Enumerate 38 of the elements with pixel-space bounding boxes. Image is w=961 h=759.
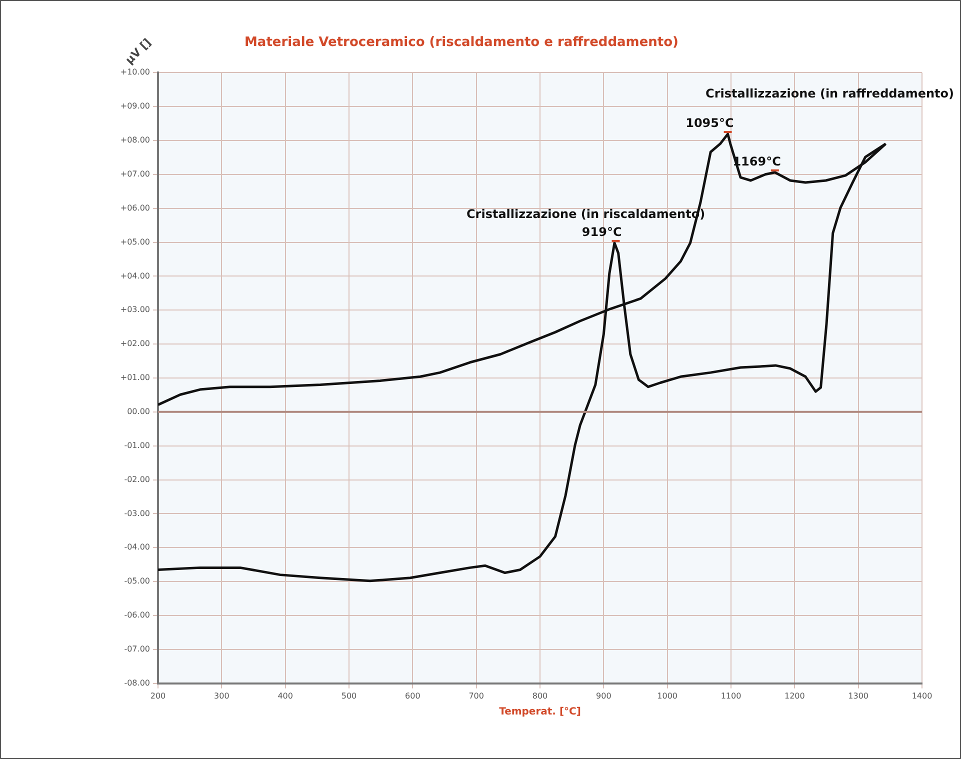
annotation: Cristallizzazione (in raffreddamento) bbox=[706, 86, 954, 101]
y-tick-label: +09.00 bbox=[120, 102, 150, 111]
y-tick-label: +02.00 bbox=[120, 339, 150, 348]
x-tick-label: 200 bbox=[150, 691, 166, 700]
y-tick-label: +05.00 bbox=[120, 237, 150, 246]
x-tick-label: 600 bbox=[405, 691, 420, 700]
x-tick-label: 1000 bbox=[657, 691, 678, 700]
x-tick-label: 500 bbox=[341, 691, 357, 700]
y-tick-label: -01.00 bbox=[124, 440, 150, 450]
x-tick-label: 800 bbox=[532, 691, 548, 700]
y-tick-label: +08.00 bbox=[120, 136, 150, 145]
y-tick-label: -04.00 bbox=[124, 542, 150, 552]
y-tick-label: -02.00 bbox=[124, 474, 150, 484]
x-tick-label: 1100 bbox=[720, 691, 742, 700]
annotation: 919°C bbox=[582, 225, 622, 240]
x-tick-label: 700 bbox=[468, 691, 484, 700]
x-tick-label: 1200 bbox=[784, 691, 805, 700]
y-tick-label: +03.00 bbox=[120, 305, 150, 314]
x-tick-label: 1400 bbox=[912, 691, 932, 700]
x-tick-label: 300 bbox=[214, 691, 230, 700]
y-tick-label: -08.00 bbox=[124, 678, 150, 688]
x-tick-label: 1300 bbox=[848, 691, 869, 700]
x-axis-title: Temperat. [°C] bbox=[499, 706, 581, 718]
y-tick-label: +04.00 bbox=[120, 271, 150, 280]
y-tick-label: -07.00 bbox=[124, 644, 150, 654]
y-tick-label: 00.00 bbox=[127, 407, 150, 416]
y-tick-label: +06.00 bbox=[120, 203, 150, 212]
y-tick-label: -05.00 bbox=[124, 576, 150, 586]
x-tick-label: 900 bbox=[596, 691, 612, 700]
y-tick-label: -06.00 bbox=[124, 610, 150, 620]
annotation: 1095°C bbox=[686, 116, 734, 130]
y-tick-label: +10.00 bbox=[120, 68, 150, 77]
y-tick-label: -03.00 bbox=[124, 508, 150, 518]
chart-title: Materiale Vetroceramico (riscaldamento e raffreddamento) bbox=[244, 35, 678, 50]
y-tick-label: +07.00 bbox=[120, 169, 150, 178]
y-tick-label: +01.00 bbox=[120, 373, 150, 382]
x-tick-label: 400 bbox=[278, 691, 293, 700]
y-axis-title: µV [] bbox=[122, 36, 154, 67]
